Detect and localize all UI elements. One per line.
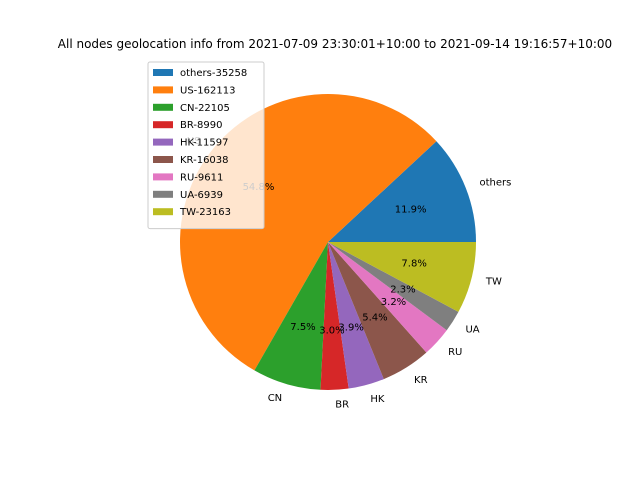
legend-swatch-cn xyxy=(153,103,173,111)
percent-label-hk: 3.9% xyxy=(338,323,363,334)
percent-label-others: 11.9% xyxy=(395,205,427,216)
legend-frame xyxy=(147,61,265,230)
slice-label-cn: CN xyxy=(268,393,282,404)
pie-slice-kr xyxy=(328,242,427,380)
percent-label-kr: 5.4% xyxy=(362,312,387,323)
pie-slice-ua xyxy=(328,242,459,331)
pie-slice-hk xyxy=(328,242,384,389)
legend-label-hk: HK-11597 xyxy=(180,138,228,149)
legend-swatch-ru xyxy=(153,173,173,181)
legend-swatch-kr xyxy=(153,156,173,163)
pie-slice-cn xyxy=(254,242,328,390)
slice-label-others: others xyxy=(480,177,512,188)
legend-swatch-us xyxy=(153,86,173,94)
chart-title: All nodes geolocation info from 2021-07-… xyxy=(58,37,612,51)
legend-swatch-hk xyxy=(153,138,173,146)
legend: others-35258 US-162113 CN-22105 BR-8990 HK-1… xyxy=(147,61,265,230)
percent-label-tw: 7.8% xyxy=(401,259,426,270)
legend-label-ru: RU-9611 xyxy=(180,172,223,183)
legend-swatch-ua xyxy=(153,190,173,198)
pie-slice-ru xyxy=(328,242,447,353)
pie-slice-tw xyxy=(328,242,476,312)
slice-label-hk: HK xyxy=(370,394,385,405)
slice-label-br: BR xyxy=(335,400,349,411)
percent-label-cn: 7.5% xyxy=(290,322,315,333)
legend-swatch-others xyxy=(153,69,173,76)
pie-slice-br xyxy=(320,242,349,390)
legend-label-ua: UA-6939 xyxy=(180,190,223,201)
slice-label-ua: UA xyxy=(465,324,479,335)
pie-slice-others xyxy=(328,141,476,242)
slice-label-tw: TW xyxy=(485,277,502,288)
percent-label-ru: 3.2% xyxy=(381,297,406,308)
legend-swatch-br xyxy=(153,121,173,129)
slice-label-kr: KR xyxy=(414,375,428,386)
legend-label-others: others-35258 xyxy=(180,68,247,79)
slice-label-ru: RU xyxy=(448,347,462,358)
legend-label-br: BR-8990 xyxy=(180,120,222,131)
percent-label-br: 3.0% xyxy=(319,326,344,337)
percent-label-ua: 2.3% xyxy=(390,285,415,296)
legend-label-cn: CN-22105 xyxy=(180,103,230,114)
legend-label-kr: KR-16038 xyxy=(180,155,229,166)
legend-label-us: US-162113 xyxy=(180,85,235,96)
legend-swatch-tw xyxy=(153,208,173,216)
legend-label-tw: TW-23163 xyxy=(179,207,231,218)
